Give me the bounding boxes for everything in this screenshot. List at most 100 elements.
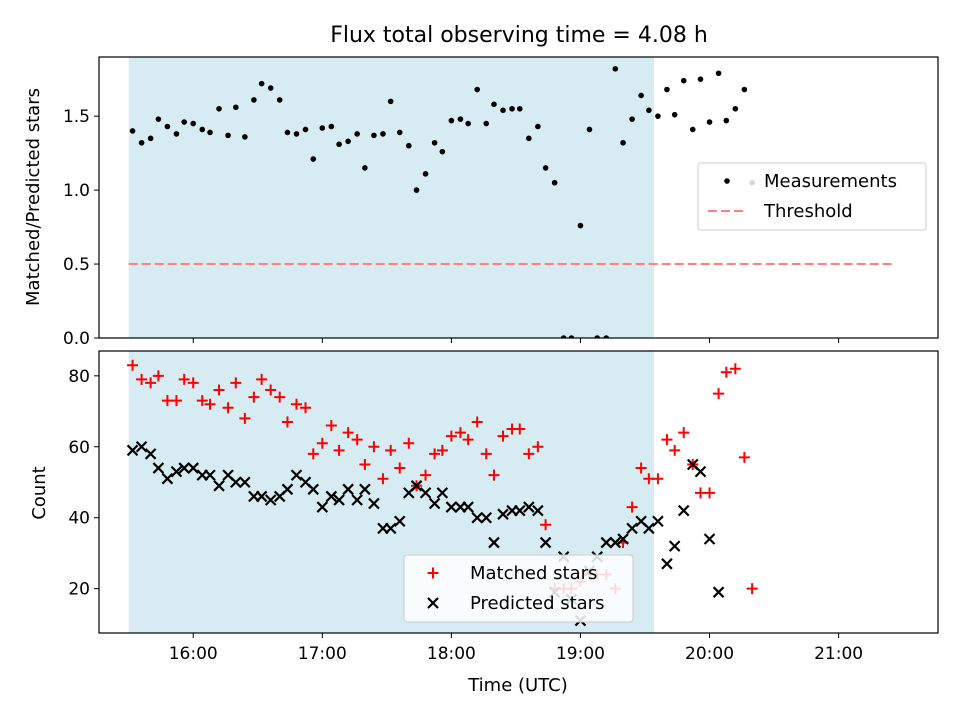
predicted-star-point	[161, 472, 174, 485]
predicted-star-point	[230, 476, 242, 489]
matched-star-point	[351, 434, 363, 446]
bottom-y-axis-label: Count	[29, 466, 50, 519]
matched-star-point	[265, 384, 277, 396]
matched-star-point	[462, 434, 474, 446]
measurement-point	[594, 335, 601, 338]
measurement-point	[664, 86, 670, 93]
matched-star-point	[532, 441, 544, 453]
measurement-point	[439, 148, 446, 155]
predicted-star-point	[419, 487, 432, 499]
matched-star-point	[359, 459, 371, 471]
predicted-star-point	[144, 448, 157, 460]
matched-star-point	[523, 448, 535, 460]
measurement-point	[242, 134, 248, 140]
predicted-star-point	[213, 480, 225, 492]
predicted-star-point	[368, 497, 380, 510]
measurement-point	[354, 131, 360, 137]
predicted-star-point	[126, 444, 139, 457]
measurement-point	[181, 119, 187, 125]
matched-star-point	[394, 462, 406, 474]
predicted-star-point	[652, 515, 664, 528]
measurement-point	[535, 123, 541, 130]
predicted-star-point	[187, 462, 200, 474]
matched-star-point	[480, 448, 492, 460]
measurement-point	[276, 97, 283, 103]
measurement-point	[457, 116, 464, 122]
matched-star-point	[454, 427, 466, 439]
measurement-point	[516, 105, 523, 112]
measurement-point	[603, 335, 610, 338]
measurement-point	[345, 138, 351, 145]
predicted-star-point	[471, 511, 483, 524]
predicted-star-point	[436, 487, 449, 499]
predicted-star-point	[135, 440, 148, 453]
x-tick-label: 21:00	[814, 644, 863, 664]
predicted-star-point	[523, 501, 535, 513]
matched-star-point	[239, 412, 251, 424]
measurement-point	[483, 120, 490, 127]
measurement-point	[190, 120, 197, 127]
measurement-point	[233, 104, 239, 111]
x-tick-label: 16:00	[169, 644, 218, 664]
predicted-star-point	[255, 490, 268, 503]
measurement-point	[422, 171, 429, 177]
measurement-point	[586, 126, 593, 133]
measurement-point	[362, 165, 368, 171]
measurement-point	[612, 66, 619, 72]
predicted-star-point	[609, 536, 622, 549]
legend-predicted-marker	[427, 597, 439, 609]
predicted-star-point	[514, 504, 526, 517]
matched-star-point	[187, 377, 199, 389]
matched-star-point	[136, 373, 148, 385]
matched-star-point	[488, 469, 500, 481]
y-tick-label: 80	[68, 367, 90, 387]
matched-star-point	[403, 437, 415, 449]
predicted-star-point	[290, 469, 303, 481]
predicted-star-point	[152, 462, 165, 474]
predicted-star-point	[600, 536, 613, 549]
matched-star-point	[307, 448, 319, 460]
predicted-star-point	[170, 465, 183, 478]
matched-star-point	[230, 377, 242, 389]
legend-matched-marker	[427, 567, 439, 579]
predicted-star-point	[281, 483, 294, 496]
matched-star-point	[170, 395, 182, 407]
matched-star-point	[635, 462, 647, 474]
measurement-point	[164, 123, 171, 130]
measurement-point	[267, 85, 274, 91]
matched-star-point	[274, 391, 286, 403]
predicted-star-point	[264, 494, 277, 506]
measurement-point	[732, 105, 739, 112]
matched-star-point	[204, 398, 216, 410]
measurement-point	[207, 129, 213, 136]
measurement-point	[387, 98, 394, 105]
y-tick-label: 0.5	[63, 255, 90, 275]
matched-star-point	[436, 444, 448, 456]
predicted-star-point	[316, 501, 329, 513]
legend: Matched stars Predicted stars	[403, 554, 634, 623]
measurement-point	[465, 120, 471, 127]
measurement-point	[251, 97, 257, 103]
measurement-point	[568, 335, 575, 338]
y-tick-label: 0.0	[63, 329, 90, 349]
measurement-point	[302, 126, 309, 133]
matched-star-point	[281, 416, 293, 428]
measurement-point	[620, 139, 626, 146]
matched-star-point	[471, 416, 483, 428]
matched-star-point	[222, 402, 234, 414]
matched-star-point	[746, 583, 758, 595]
matched-star-point	[213, 384, 225, 396]
matched-star-point	[626, 501, 638, 513]
top-y-axis-label: Matched/Predicted stars	[23, 88, 44, 306]
matched-star-point	[316, 437, 328, 449]
measurement-point	[697, 76, 704, 82]
legend-measurement-marker	[724, 178, 730, 184]
matched-star-point	[669, 444, 681, 456]
predicted-star-point	[333, 494, 345, 506]
matched-star-point	[420, 469, 432, 481]
legend: Measurements Threshold	[697, 162, 927, 231]
matched-star-point	[290, 398, 302, 410]
measurement-point	[671, 111, 678, 118]
y-tick-label: 20	[68, 580, 90, 600]
predicted-star-point	[410, 480, 423, 492]
